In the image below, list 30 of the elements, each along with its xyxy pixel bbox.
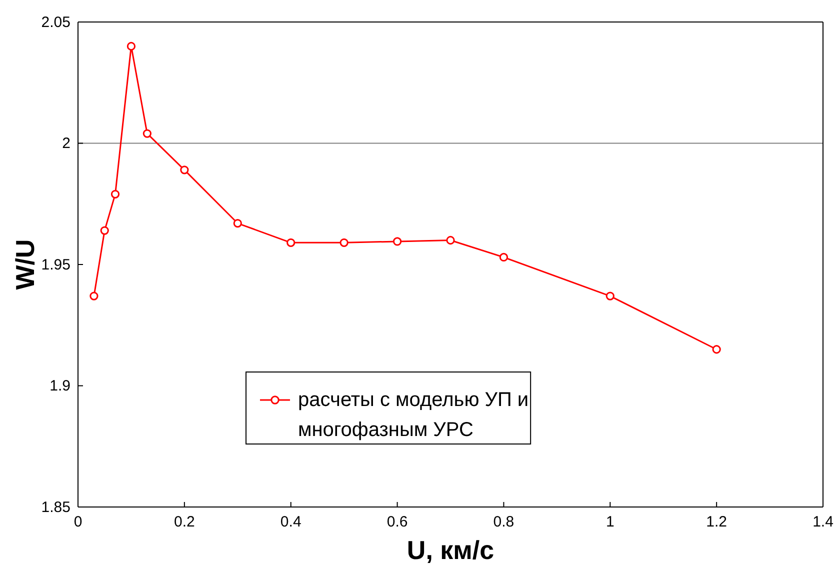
point: [100, 226, 109, 235]
point: [233, 218, 242, 228]
x-tick-label: 0.4: [280, 514, 302, 530]
x-tick-label: 0: [74, 514, 82, 530]
y-tick-label: 2.05: [41, 14, 70, 31]
point: [286, 238, 296, 247]
point: [392, 237, 402, 246]
x-tick-label: 1.2: [706, 514, 727, 530]
point: [180, 166, 189, 174]
x-tick-label: 1: [606, 514, 614, 530]
x-tick-label: 0.6: [386, 514, 408, 530]
point: [499, 252, 508, 262]
point: [712, 345, 721, 354]
x-tick-label: 0.8: [493, 514, 514, 530]
point: [606, 292, 614, 300]
point: [126, 42, 136, 51]
x-tick-label: 0.2: [174, 514, 195, 530]
y-tick-label: 1.85: [41, 498, 70, 516]
y-axis-title: W/U: [10, 239, 40, 290]
point: [340, 238, 348, 247]
point: [446, 236, 455, 245]
y-tick-label: 1.9: [50, 378, 70, 395]
x-tick-label: 1.4: [812, 514, 834, 530]
point: [142, 129, 152, 138]
y-tick-label: 1.95: [41, 256, 70, 274]
legend-label: расчеты с моделью УП и многофазным УРС: [298, 389, 529, 441]
point: [90, 292, 98, 300]
x-axis-title: U, км/с: [406, 535, 494, 565]
point: [110, 190, 120, 198]
y-tick-label: 2: [62, 135, 70, 152]
